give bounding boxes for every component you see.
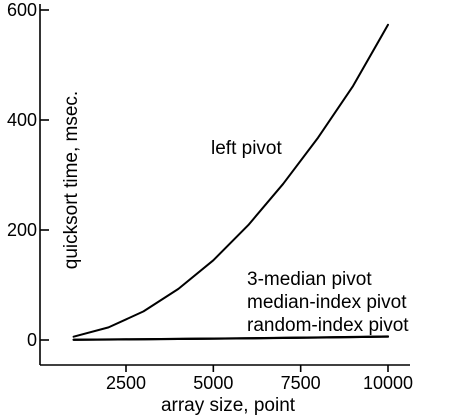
y-tick-label-200: 200 bbox=[7, 220, 37, 240]
annotation-random-index-pivot: random-index pivot bbox=[247, 315, 409, 336]
annotation-left-pivot: left pivot bbox=[211, 138, 282, 159]
x-tick-label-7500: 7500 bbox=[281, 373, 321, 393]
x-ticks: 2500 5000 7500 10000 bbox=[106, 365, 413, 393]
annotation-3-median-pivot: 3-median pivot bbox=[247, 269, 372, 290]
y-tick-label-0: 0 bbox=[27, 330, 37, 350]
series-line-random-index-pivot bbox=[72, 335, 389, 341]
y-tick-label-600: 600 bbox=[7, 0, 37, 20]
y-ticks: 0 200 400 600 bbox=[7, 0, 49, 350]
series-layer bbox=[72, 23, 389, 341]
axes bbox=[39, 4, 410, 366]
y-tick-label-400: 400 bbox=[7, 110, 37, 130]
series-line-left-pivot bbox=[72, 23, 389, 338]
x-axis-title: array size, point bbox=[161, 395, 296, 416]
x-tick-label-10000: 10000 bbox=[363, 373, 413, 393]
annotation-median-index-pivot: median-index pivot bbox=[247, 292, 407, 313]
y-axis-title: quicksort time, msec. bbox=[61, 91, 82, 269]
x-tick-label-5000: 5000 bbox=[193, 373, 233, 393]
x-tick-label-2500: 2500 bbox=[106, 373, 146, 393]
